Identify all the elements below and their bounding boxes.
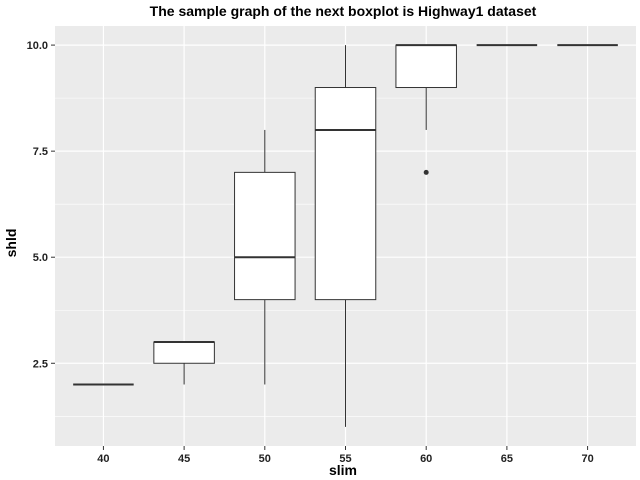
box-iqr <box>234 171 296 301</box>
box-50 <box>234 129 296 385</box>
x-tick-label: 55 <box>339 453 351 465</box>
y-tick-label: 10.0 <box>27 40 48 52</box>
x-tick-label: 45 <box>178 453 190 465</box>
y-axis-title: shld <box>3 229 19 258</box>
x-tick-label: 65 <box>501 453 513 465</box>
x-tick-label: 70 <box>581 453 593 465</box>
box-55 <box>314 45 377 427</box>
box-iqr <box>395 44 457 89</box>
y-tick-label: 2.5 <box>33 358 48 370</box>
box-iqr <box>153 341 215 364</box>
box-60 <box>395 44 457 175</box>
box-iqr <box>314 87 377 301</box>
y-axis-ticks: 2.5 5.0 7.5 10.0 <box>27 40 55 370</box>
chart-title: The sample graph of the next boxplot is … <box>150 3 537 19</box>
y-tick-label: 5.0 <box>33 252 48 264</box>
y-tick-label: 7.5 <box>33 146 48 158</box>
x-axis-title: slim <box>329 462 357 478</box>
x-axis-ticks: 40 45 50 55 60 65 70 <box>97 446 594 465</box>
x-tick-label: 60 <box>420 453 432 465</box>
outlier-point <box>423 169 429 175</box>
x-tick-label: 40 <box>97 453 109 465</box>
box-series <box>73 44 618 427</box>
x-tick-label: 50 <box>259 453 271 465</box>
box-45 <box>153 341 215 385</box>
